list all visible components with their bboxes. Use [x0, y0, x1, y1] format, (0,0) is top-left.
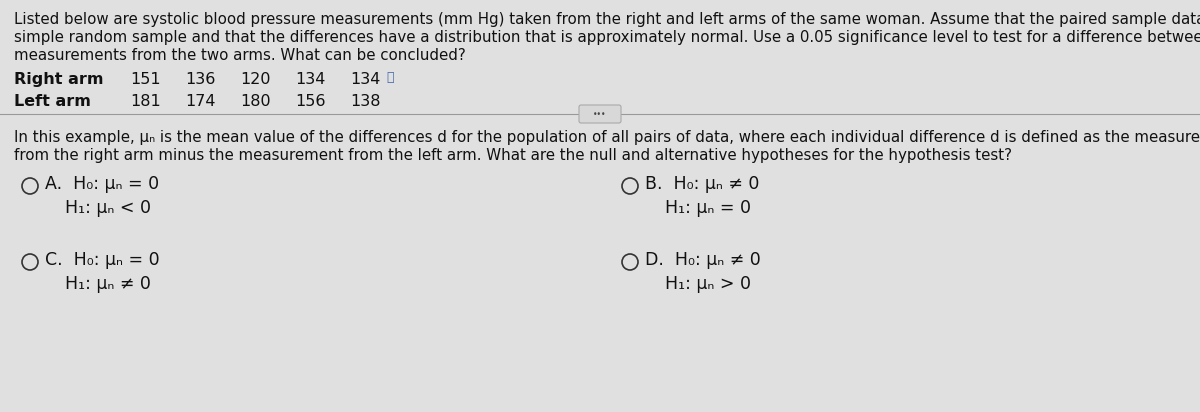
Text: H₁: μₙ > 0: H₁: μₙ > 0	[665, 275, 751, 293]
Text: 134: 134	[295, 72, 325, 87]
Text: H₁: μₙ < 0: H₁: μₙ < 0	[65, 199, 151, 217]
Text: 151: 151	[130, 72, 161, 87]
FancyBboxPatch shape	[580, 105, 622, 123]
Text: 120: 120	[240, 72, 270, 87]
Text: Left arm: Left arm	[14, 94, 91, 109]
Text: 134: 134	[350, 72, 380, 87]
Text: B.  H₀: μₙ ≠ 0: B. H₀: μₙ ≠ 0	[646, 175, 760, 193]
Text: from the right arm minus the measurement from the left arm. What are the null an: from the right arm minus the measurement…	[14, 148, 1012, 163]
Text: •••: •••	[593, 110, 607, 119]
Text: 156: 156	[295, 94, 325, 109]
Text: In this example, μₙ is the mean value of the differences d for the population of: In this example, μₙ is the mean value of…	[14, 130, 1200, 145]
Text: simple random sample and that the differences have a distribution that is approx: simple random sample and that the differ…	[14, 30, 1200, 45]
Text: Listed below are systolic blood pressure measurements (mm Hg) taken from the rig: Listed below are systolic blood pressure…	[14, 12, 1200, 27]
Text: 138: 138	[350, 94, 380, 109]
Text: C.  H₀: μₙ = 0: C. H₀: μₙ = 0	[46, 251, 160, 269]
Text: 136: 136	[185, 72, 215, 87]
Text: ⧉: ⧉	[386, 71, 394, 84]
Text: H₁: μₙ = 0: H₁: μₙ = 0	[665, 199, 751, 217]
Text: 180: 180	[240, 94, 271, 109]
Text: A.  H₀: μₙ = 0: A. H₀: μₙ = 0	[46, 175, 160, 193]
Text: H₁: μₙ ≠ 0: H₁: μₙ ≠ 0	[65, 275, 151, 293]
Text: measurements from the two arms. What can be concluded?: measurements from the two arms. What can…	[14, 48, 466, 63]
Text: 174: 174	[185, 94, 216, 109]
Text: D.  H₀: μₙ ≠ 0: D. H₀: μₙ ≠ 0	[646, 251, 761, 269]
Text: 181: 181	[130, 94, 161, 109]
Text: Right arm: Right arm	[14, 72, 103, 87]
